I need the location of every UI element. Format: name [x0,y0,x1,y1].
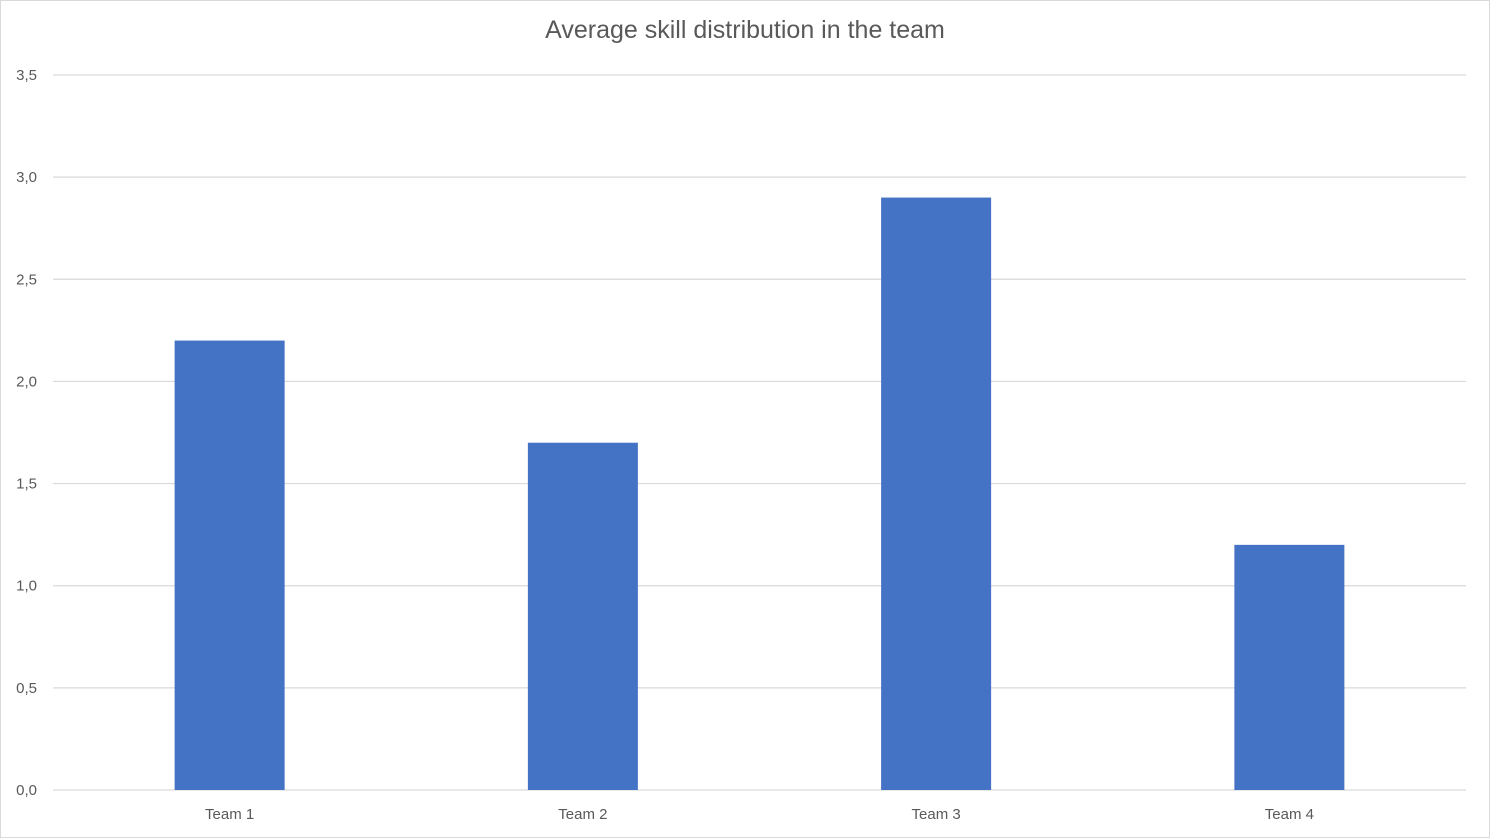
x-tick-label: Team 1 [205,806,254,823]
y-tick-label: 2,5 [16,271,37,288]
bar [1234,544,1345,790]
y-axis-labels: 0,0 0,5 1,0 1,5 2,0 2,5 3,0 3,5 [16,67,37,799]
bar [881,197,992,791]
x-axis-labels: Team 1 Team 2 Team 3 Team 4 [205,806,1314,823]
bar [174,340,285,790]
y-tick-label: 2,0 [16,373,37,390]
bars [174,197,1345,791]
y-tick-label: 1,0 [16,578,37,595]
y-tick-label: 0,0 [16,782,37,799]
y-tick-label: 1,5 [16,476,37,493]
y-tick-label: 0,5 [16,680,37,697]
gridlines [53,74,1466,791]
chart-title: Average skill distribution in the team [545,16,945,44]
y-tick-label: 3,0 [16,169,37,186]
bar [527,442,638,790]
x-tick-label: Team 2 [558,806,607,823]
y-tick-label: 3,5 [16,67,37,84]
x-tick-label: Team 3 [912,806,961,823]
x-tick-label: Team 4 [1265,806,1314,823]
